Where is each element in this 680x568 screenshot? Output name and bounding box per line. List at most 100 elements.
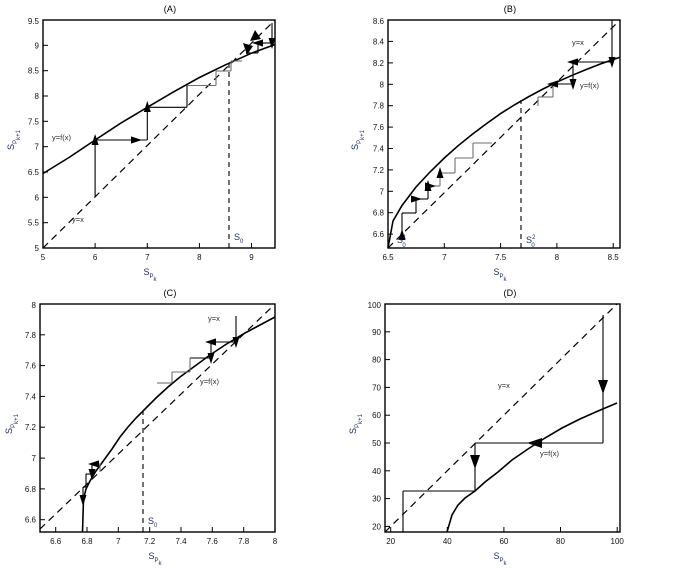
svg-text:60: 60 (372, 411, 381, 420)
svg-text:7: 7 (442, 253, 447, 262)
panel-b-y-ticklabels: 6.6 6.8 7 7.2 7.4 7.6 7.8 8 8.2 8.4 8.6 (373, 17, 385, 239)
panel-c: (C) 6.6 6.8 7 7.2 7.4 7.6 7.8 (0, 284, 340, 568)
svg-text:6.6: 6.6 (25, 516, 37, 525)
svg-text:100: 100 (611, 537, 625, 546)
panel-c-title: (C) (163, 288, 177, 298)
panel-b-yaxis-title: SPk+1 (350, 129, 366, 150)
panel-c-axes-frame (39, 303, 276, 533)
panel-d-cobweb-path (402, 315, 604, 532)
svg-text:6.5: 6.5 (28, 168, 40, 177)
svg-text:7.5: 7.5 (28, 117, 40, 126)
panel-d-function-curve (446, 402, 618, 533)
panel-a-axes-frame (42, 19, 276, 249)
svg-text:5: 5 (41, 253, 46, 262)
panel-a-cobweb-arrows (91, 30, 261, 145)
panel-b-label-s0-2: S2 0 (526, 235, 536, 249)
svg-text:5: 5 (35, 244, 40, 253)
panel-c-cobweb-left-arrows (79, 460, 99, 506)
svg-text:7: 7 (35, 143, 40, 152)
svg-text:7: 7 (32, 454, 37, 463)
svg-text:8: 8 (197, 253, 202, 262)
panel-c-function-curve (81, 316, 276, 533)
panel-c-identity-line (39, 305, 274, 530)
panel-b-x-ticks (387, 243, 614, 248)
panel-d-plot: 20 30 40 50 60 70 80 90 100 20 40 (348, 301, 625, 567)
panel-d-y-ticklabels: 20 30 40 50 60 70 80 90 100 (368, 301, 382, 531)
svg-text:7.6: 7.6 (373, 123, 385, 132)
svg-text:20: 20 (386, 537, 395, 546)
svg-text:8.6: 8.6 (373, 17, 385, 26)
svg-text:SPk: SPk (143, 267, 157, 283)
svg-text:7: 7 (145, 253, 150, 262)
panel-a-xaxis-title: SPk (143, 267, 157, 283)
svg-text:70: 70 (372, 383, 381, 392)
svg-text:SPk+1: SPk+1 (6, 129, 22, 150)
svg-text:80: 80 (372, 356, 381, 365)
panel-a-x-ticklabels: 5 6 7 8 9 (41, 253, 255, 262)
panel-c-label-s0: S0 (148, 516, 158, 529)
svg-text:8: 8 (32, 301, 37, 310)
panel-b-title: (B) (503, 4, 517, 14)
panel-a-label-fx: y=f(x) (52, 133, 71, 142)
panel-c-xaxis-title: SPk (148, 551, 162, 567)
svg-text:7: 7 (380, 187, 385, 196)
svg-text:SPk: SPk (493, 267, 507, 283)
svg-text:6.6: 6.6 (50, 537, 62, 546)
svg-text:7.4: 7.4 (373, 145, 385, 154)
panel-d: (D) 20 30 40 50 60 70 (340, 284, 680, 568)
svg-text:8: 8 (380, 80, 385, 89)
svg-text:6.8: 6.8 (25, 485, 37, 494)
svg-text:8: 8 (555, 253, 560, 262)
panel-b-axes-frame (387, 19, 621, 249)
panel-b-label-yx: y=x (572, 38, 584, 47)
panel-a: (A) 5 5.5 6 6.5 7 (0, 0, 340, 284)
svg-text:60: 60 (499, 537, 508, 546)
svg-text:7.8: 7.8 (238, 537, 250, 546)
svg-text:6.6: 6.6 (373, 230, 385, 239)
svg-text:6.5: 6.5 (382, 253, 394, 262)
panel-a-yaxis-title: SPk+1 (6, 129, 22, 150)
svg-text:7.4: 7.4 (25, 392, 37, 401)
panel-a-identity-line (42, 19, 276, 249)
panel-b-xaxis-title: SPk (493, 267, 507, 283)
panel-b-cobweb-left-arrows (398, 167, 444, 240)
svg-text:7.6: 7.6 (207, 537, 219, 546)
svg-text:8.2: 8.2 (373, 59, 385, 68)
panel-a-cobweb-descending-arrows (252, 38, 276, 49)
panel-d-cobweb-arrows (470, 380, 608, 469)
panel-d-x-ticks (390, 527, 618, 532)
svg-text:90: 90 (372, 328, 381, 337)
svg-text:SPk+1: SPk+1 (350, 129, 366, 150)
panel-c-x-ticklabels: 6.6 6.8 7 7.2 7.4 7.6 7.8 8 (50, 537, 278, 546)
panel-b-x-ticklabels: 6.5 7 7.5 8 8.5 (382, 253, 619, 262)
svg-text:40: 40 (443, 537, 452, 546)
panel-a-cobweb-path (94, 60, 242, 198)
svg-text:7.8: 7.8 (25, 331, 37, 340)
svg-text:SPk+1: SPk+1 (348, 413, 364, 434)
svg-text:6: 6 (93, 253, 98, 262)
panel-d-yaxis-title: SPk+1 (348, 413, 364, 434)
panel-a-function-curve (42, 43, 276, 175)
panel-c-yaxis-title: SPk+1 (4, 413, 20, 434)
panel-b-cobweb-right (537, 20, 613, 106)
panel-c-cobweb-right (157, 316, 237, 384)
svg-text:6.8: 6.8 (373, 209, 385, 218)
panel-c-plot: 6.6 6.8 7 7.2 7.4 7.6 7.8 8 (4, 301, 278, 567)
svg-text:100: 100 (368, 301, 382, 310)
svg-text:7.2: 7.2 (25, 423, 37, 432)
panel-b-cobweb-right-arrows (547, 57, 616, 90)
svg-text:5.5: 5.5 (28, 219, 40, 228)
panel-c-y-ticks (40, 303, 45, 521)
svg-text:8: 8 (273, 537, 278, 546)
panel-a-label-s0: S0 (234, 232, 244, 245)
panel-b-y-ticks (388, 19, 393, 235)
svg-text:7.5: 7.5 (495, 253, 507, 262)
panel-a-x-ticks (42, 243, 252, 248)
panel-d-label-yx: y=x (498, 381, 510, 390)
panel-d-title: (D) (503, 288, 517, 298)
svg-text:8.5: 8.5 (608, 253, 620, 262)
svg-text:7.8: 7.8 (373, 102, 385, 111)
panel-a-label-yx: y=x (72, 215, 84, 224)
svg-text:SPk: SPk (493, 551, 507, 567)
